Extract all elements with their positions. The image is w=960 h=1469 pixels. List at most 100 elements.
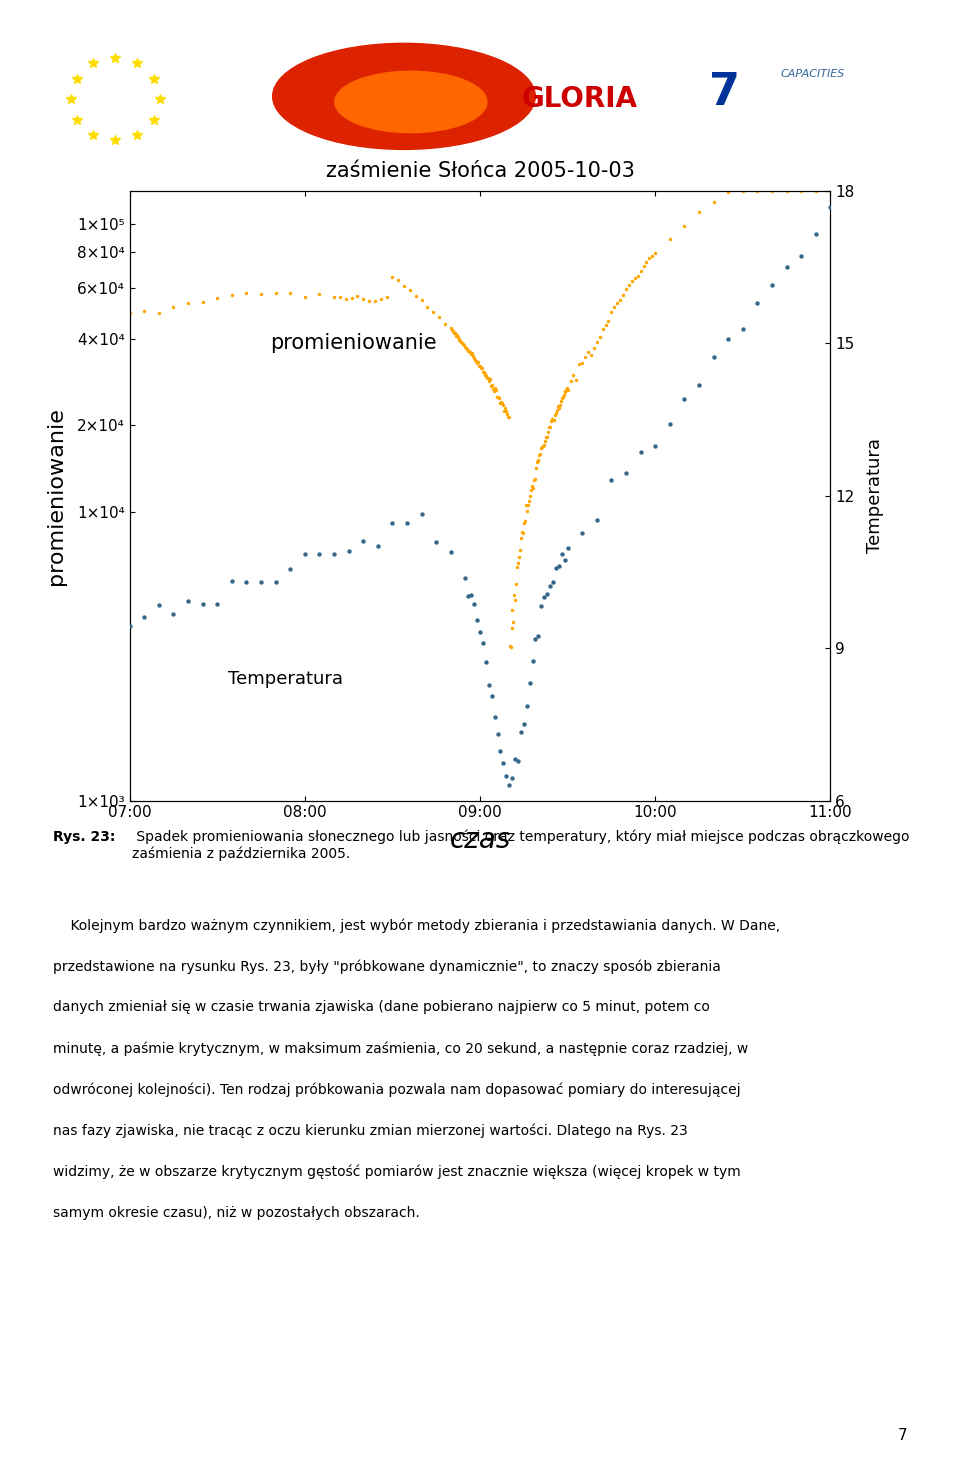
Point: [487, 705, 502, 729]
Point: [490, 385, 505, 408]
Point: [338, 286, 353, 310]
Point: [446, 322, 462, 345]
Point: [592, 325, 608, 348]
Point: [506, 611, 521, 635]
Point: [501, 405, 516, 429]
Point: [482, 369, 497, 392]
Text: samym okresie czasu), niż w pozostałych obszarach.: samym okresie czasu), niż w pozostałych …: [53, 1206, 420, 1221]
Point: [282, 558, 298, 582]
Point: [498, 400, 514, 423]
Point: [644, 245, 660, 269]
Point: [445, 320, 461, 344]
Point: [449, 323, 465, 347]
Point: [367, 289, 382, 313]
Point: [504, 616, 519, 639]
Point: [638, 251, 654, 275]
Title: zaśmienie Słońca 2005-10-03: zaśmienie Słońca 2005-10-03: [325, 162, 635, 181]
Point: [618, 278, 634, 301]
Point: [341, 539, 356, 563]
Point: [469, 351, 485, 375]
Point: [525, 476, 540, 499]
Point: [492, 739, 508, 762]
Point: [467, 347, 482, 370]
Point: [621, 273, 636, 297]
Point: [475, 632, 491, 655]
Point: [598, 313, 613, 336]
Point: [721, 328, 736, 351]
Point: [534, 436, 549, 460]
Point: [471, 354, 487, 378]
Point: [624, 269, 639, 292]
Point: [587, 336, 602, 360]
Text: Rys. 23:: Rys. 23:: [53, 830, 115, 845]
Point: [539, 425, 554, 448]
Point: [253, 282, 269, 306]
Point: [706, 345, 721, 369]
Text: widzimy, że w obszarze krytycznym gęstość pomiarów jest znacznie większa (więcej: widzimy, że w obszarze krytycznym gęstoś…: [53, 1165, 740, 1180]
Point: [402, 278, 418, 301]
Point: [268, 282, 283, 306]
Point: [521, 489, 537, 513]
Point: [526, 469, 541, 492]
Point: [462, 339, 477, 363]
Point: [151, 301, 166, 325]
Point: [461, 339, 476, 363]
Point: [515, 520, 530, 544]
Point: [523, 479, 539, 502]
Point: [538, 429, 553, 452]
Point: [721, 181, 736, 204]
Point: [522, 671, 538, 695]
Point: [607, 295, 622, 319]
Point: [794, 244, 809, 267]
Point: [565, 363, 581, 386]
Point: [487, 379, 502, 403]
Text: CAPACITIES: CAPACITIES: [780, 69, 845, 79]
Point: [549, 398, 564, 422]
Point: [532, 444, 547, 467]
Point: [479, 364, 494, 388]
Point: [431, 306, 446, 329]
Point: [677, 386, 692, 410]
Point: [578, 345, 593, 369]
Point: [505, 598, 520, 621]
Point: [507, 583, 522, 607]
Point: [450, 326, 466, 350]
Point: [779, 256, 794, 279]
Point: [486, 378, 501, 401]
Point: [459, 336, 474, 360]
Point: [546, 408, 562, 432]
Point: [735, 317, 751, 341]
Point: [444, 541, 459, 564]
Point: [457, 333, 472, 357]
Point: [180, 291, 196, 314]
Point: [371, 535, 386, 558]
Point: [677, 214, 692, 238]
Point: [503, 635, 518, 658]
Point: [298, 285, 313, 308]
Point: [525, 649, 540, 673]
Point: [542, 574, 558, 598]
Point: [544, 407, 560, 430]
Point: [559, 379, 574, 403]
Point: [647, 433, 662, 457]
Text: Temperatura: Temperatura: [228, 670, 343, 687]
Point: [535, 435, 550, 458]
Text: danych zmieniał się w czasie trwania zjawiska (dane pobierano najpierw co 5 minu: danych zmieniał się w czasie trwania zja…: [53, 1000, 709, 1015]
Circle shape: [335, 71, 487, 132]
Point: [706, 190, 721, 213]
Point: [615, 284, 631, 307]
Text: 7: 7: [898, 1428, 907, 1443]
Point: [537, 585, 552, 608]
Point: [691, 200, 707, 223]
Point: [458, 335, 473, 358]
Y-axis label: promieniowanie: promieniowanie: [46, 407, 65, 585]
Point: [224, 570, 239, 593]
Point: [558, 379, 573, 403]
Point: [122, 301, 137, 325]
Point: [425, 301, 441, 325]
Point: [464, 583, 479, 607]
Point: [510, 555, 525, 579]
Point: [610, 291, 625, 314]
Point: [636, 254, 651, 278]
Point: [537, 433, 552, 457]
